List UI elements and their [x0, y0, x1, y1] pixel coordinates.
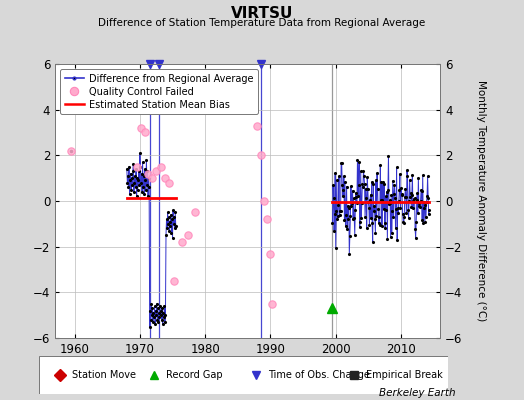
Point: [144, 170, 152, 177]
Point: [67, 148, 75, 154]
Y-axis label: Monthly Temperature Anomaly Difference (°C): Monthly Temperature Anomaly Difference (…: [476, 80, 486, 322]
Point: [178, 239, 187, 245]
Point: [133, 164, 141, 170]
FancyBboxPatch shape: [39, 356, 448, 394]
Point: [160, 175, 169, 181]
Point: [141, 129, 149, 136]
Legend: Difference from Regional Average, Quality Control Failed, Estimated Station Mean: Difference from Regional Average, Qualit…: [60, 69, 258, 114]
Point: [152, 168, 160, 174]
Point: [253, 122, 261, 129]
Point: [165, 180, 173, 186]
Text: VIRTSU: VIRTSU: [231, 6, 293, 22]
Text: Record Gap: Record Gap: [166, 370, 223, 380]
Text: Time of Obs. Change: Time of Obs. Change: [268, 370, 370, 380]
Text: Berkeley Earth: Berkeley Earth: [379, 388, 456, 398]
Point: [170, 278, 178, 284]
Point: [183, 232, 192, 238]
Point: [191, 209, 200, 216]
Text: Difference of Station Temperature Data from Regional Average: Difference of Station Temperature Data f…: [99, 18, 425, 28]
Point: [266, 250, 275, 257]
Point: [263, 216, 271, 222]
Text: Station Move: Station Move: [72, 370, 136, 380]
Point: [157, 164, 165, 170]
Point: [137, 125, 145, 131]
Point: [260, 198, 268, 204]
Point: [268, 300, 276, 307]
Point: [147, 175, 156, 181]
Point: [256, 152, 265, 158]
Text: Empirical Break: Empirical Break: [366, 370, 443, 380]
